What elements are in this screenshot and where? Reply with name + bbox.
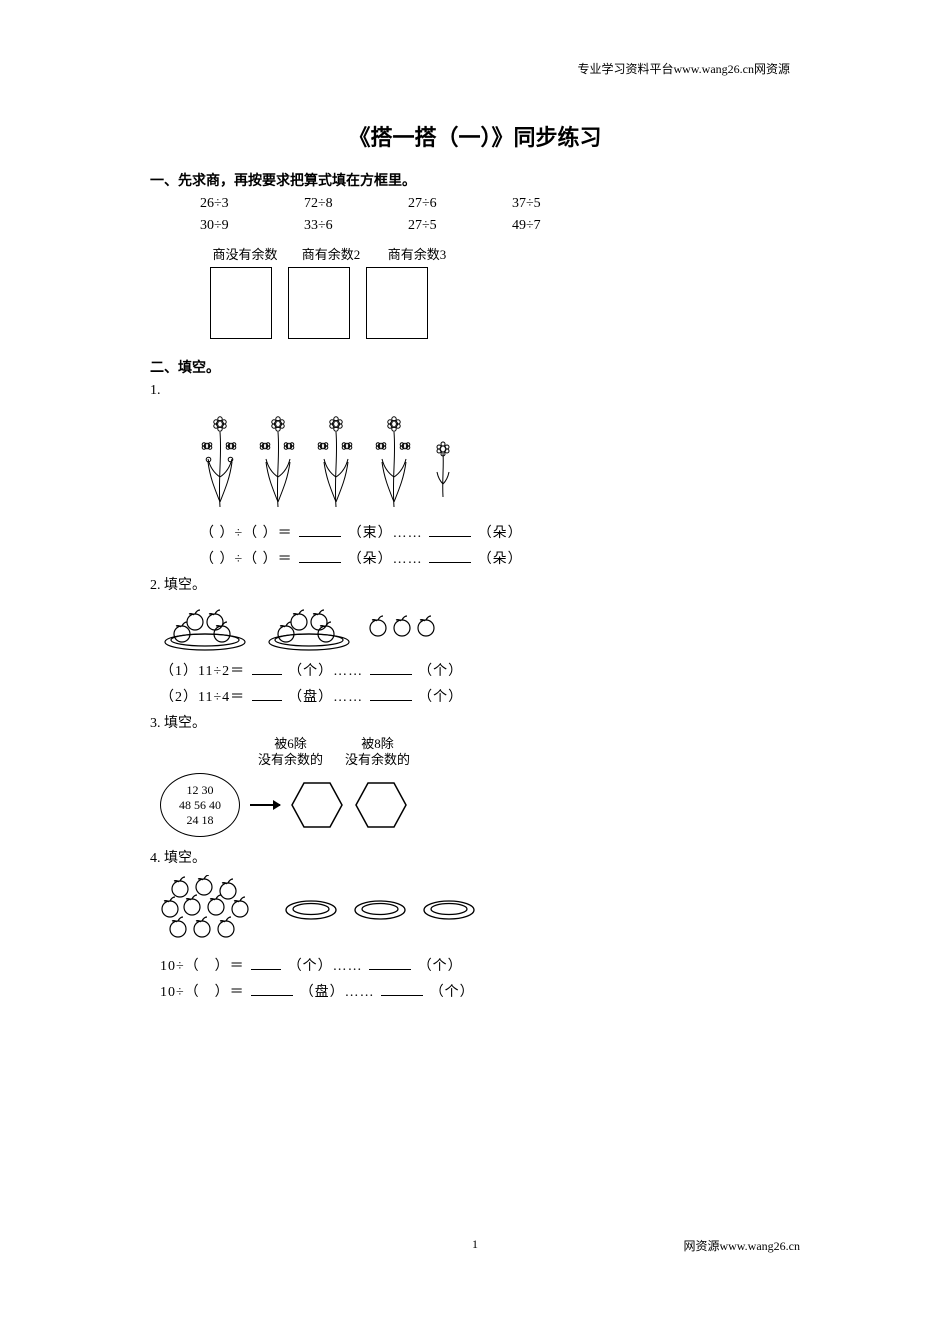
answer-box [288,267,350,339]
apple-plate-icon [264,602,354,652]
equation-cell: 27÷5 [408,218,468,234]
q4-fill-line-2: 10÷（ ）＝ （盘）…… （个） [160,981,800,1001]
empty-plate-icon [284,898,339,922]
q2-fill-line-1: （1）11÷2＝ （个）…… （个） [160,660,800,680]
q1-number: 1. [150,383,800,399]
flower-bunch-icon [316,407,356,512]
hexagon-box-icon [354,781,408,829]
page-footer: 1 网资源www.wang26.cn [150,1237,800,1254]
q3-diagram: 12 30 48 56 40 24 18 [160,773,800,837]
q3-hex-labels: 被6除没有余数的 被8除没有余数的 [258,736,800,767]
q1-flower-illustration [200,407,800,512]
q2-fill-line-2: （2）11÷4＝ （盘）…… （个） [160,686,800,706]
page-number: 1 [472,1237,478,1252]
box-label: 商没有余数 [210,244,280,263]
empty-plate-icon [353,898,408,922]
answer-box [366,267,428,339]
header-source-note: 专业学习资料平台www.wang26.cn网资源 [577,60,790,77]
flower-single-icon [432,439,454,504]
apple-loose-icon [368,612,448,642]
equation-cell: 33÷6 [304,218,364,234]
equation-cell: 27÷6 [408,196,468,212]
apple-pile-icon [160,875,270,945]
number-oval: 12 30 48 56 40 24 18 [160,773,240,837]
q4-number: 4. 填空。 [150,847,800,867]
answer-box [210,267,272,339]
equation-cell: 49÷7 [512,218,572,234]
equation-cell: 30÷9 [200,218,260,234]
apple-plate-icon [160,602,250,652]
q1-fill-line-1: （ ）÷（ ）＝ （束）…… （朵） [200,522,800,542]
flower-bunch-icon [374,407,414,512]
empty-plate-icon [422,898,477,922]
hexagon-box-icon [290,781,344,829]
section2-heading: 二、填空。 [150,357,800,377]
footer-source: 网资源www.wang26.cn [683,1237,800,1254]
page-title: 《搭一搭（一）》同步练习 [150,120,800,152]
q4-fill-line-1: 10÷（ ）＝ （个）…… （个） [160,955,800,975]
section1-heading: 一、先求商，再按要求把算式填在方框里。 [150,170,800,190]
box-label: 商有余数2 [296,244,366,263]
equation-cell: 26÷3 [200,196,260,212]
equation-cell: 72÷8 [304,196,364,212]
q4-apple-illustration [160,875,800,945]
q3-number: 3. 填空。 [150,712,800,732]
flower-bunch-icon [258,407,298,512]
q2-number: 2. 填空。 [150,574,800,594]
q1-fill-line-2: （ ）÷（ ）＝ （朵）…… （朵） [200,548,800,568]
arrow-icon [250,804,280,806]
section1-equation-grid: 26÷3 72÷8 27÷6 37÷5 30÷9 33÷6 27÷5 49÷7 [200,196,800,234]
box-label: 商有余数3 [382,244,452,263]
q2-apple-illustration [160,602,800,652]
flower-bunch-icon [200,407,240,512]
equation-cell: 37÷5 [512,196,572,212]
